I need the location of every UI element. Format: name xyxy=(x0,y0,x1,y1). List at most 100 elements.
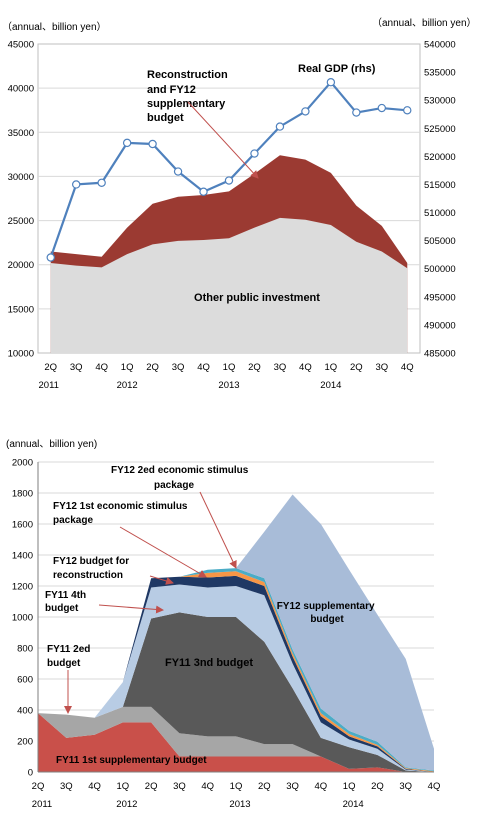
gdp-point xyxy=(97,178,106,187)
x-tick: 1Q xyxy=(325,362,338,373)
label-reconstruction: Reconstruction and FY12 supplementary bu… xyxy=(147,69,231,124)
x-tick: 3Q xyxy=(173,781,186,792)
y-tick-right: 525000 xyxy=(424,124,456,135)
x-tick: 3Q xyxy=(375,362,388,373)
arrow-fy12-reconstruction xyxy=(149,575,174,585)
label-fy11-2ed: FY11 2ed budget xyxy=(47,644,93,669)
gdp-point xyxy=(301,107,310,116)
x-tick: 3Q xyxy=(399,781,412,792)
y-tick: 400 xyxy=(17,706,33,717)
y-tick: 1400 xyxy=(12,551,33,562)
x-tick: 2Q xyxy=(350,362,363,373)
x-tick: 2Q xyxy=(145,781,158,792)
area-other-public-investment xyxy=(50,217,408,353)
arrow-fy12-2ed xyxy=(199,491,237,569)
label-fy12-1st-stimulus: FY12 1st economic stimulus package xyxy=(53,501,190,526)
y-tick-left: 10000 xyxy=(8,349,34,360)
y-tick-right: 530000 xyxy=(424,96,456,107)
y-tick: 800 xyxy=(17,644,33,655)
x-tick: 4Q xyxy=(315,781,328,792)
y-tick-right: 510000 xyxy=(424,208,456,219)
chart-top: （annual、billion yen） （annual、billion yen… xyxy=(2,17,477,391)
x-tick: 2Q xyxy=(44,362,57,373)
x-tick: 4Q xyxy=(88,781,101,792)
x-tick: 3Q xyxy=(274,362,287,373)
y-tick-right: 485000 xyxy=(424,349,456,360)
y-tick-left: 35000 xyxy=(8,128,34,139)
label-other-public-investment: Other public investment xyxy=(194,292,320,304)
y-tick: 1600 xyxy=(12,520,33,531)
x-tick: 2Q xyxy=(248,362,261,373)
x-tick: 3Q xyxy=(172,362,185,373)
x-tick: 2Q xyxy=(146,362,159,373)
x-tick: 1Q xyxy=(343,781,356,792)
area-fy11-2ed-budget xyxy=(38,706,434,772)
x-year-label: 2013 xyxy=(229,799,250,810)
gdp-point xyxy=(352,108,361,117)
label-fy12-2ed-stimulus: FY12 2ed economic stimulus package xyxy=(111,465,251,491)
y-tick: 1800 xyxy=(12,489,33,500)
gdp-point xyxy=(224,176,234,185)
y-tick: 1200 xyxy=(12,582,33,593)
x-tick: 4Q xyxy=(428,781,441,792)
x-year-label: 2013 xyxy=(218,380,239,391)
gdp-point xyxy=(71,180,81,189)
reconstruction-arrow xyxy=(187,101,259,179)
y-tick: 2000 xyxy=(12,458,33,469)
label-fy11-1st: FY11 1st supplementary budget xyxy=(56,755,207,766)
label-fy12-supplementary: FY12 supplementary budget xyxy=(277,601,378,625)
chart2-units: (annual、billion yen) xyxy=(6,439,97,450)
x-tick: 1Q xyxy=(223,362,236,373)
x-tick: 2Q xyxy=(32,781,45,792)
x-tick: 4Q xyxy=(95,362,108,373)
y-tick: 0 xyxy=(28,768,33,779)
y-tick-right: 520000 xyxy=(424,152,456,163)
x-tick: 3Q xyxy=(60,781,73,792)
x-tick: 1Q xyxy=(121,362,134,373)
y-tick-right: 500000 xyxy=(424,264,456,275)
y-tick-left: 45000 xyxy=(8,40,34,51)
gdp-point xyxy=(377,103,386,113)
x-tick: 4Q xyxy=(201,781,214,792)
x-tick: 4Q xyxy=(197,362,210,373)
chart1-units-right: （annual、billion yen） xyxy=(372,17,477,29)
y-tick-right: 535000 xyxy=(424,68,456,79)
gdp-point xyxy=(326,78,336,87)
gdp-point xyxy=(122,138,132,148)
y-tick: 1000 xyxy=(12,613,33,624)
gdp-point xyxy=(275,122,285,131)
gdp-point xyxy=(199,187,208,196)
x-year-label: 2011 xyxy=(39,380,59,391)
y-tick-right: 540000 xyxy=(424,40,456,51)
gdp-point xyxy=(250,149,259,158)
y-tick-left: 25000 xyxy=(8,216,34,227)
gdp-point xyxy=(46,253,55,262)
area-fy11-1st-supplementary-budget xyxy=(38,713,434,772)
y-tick-right: 490000 xyxy=(424,320,456,331)
x-tick: 4Q xyxy=(299,362,312,373)
x-year-label: 2011 xyxy=(32,799,52,810)
x-tick: 1Q xyxy=(230,781,243,792)
y-tick: 600 xyxy=(17,675,33,686)
x-tick: 1Q xyxy=(117,781,130,792)
y-tick-left: 30000 xyxy=(8,172,34,183)
y-tick-right: 515000 xyxy=(424,180,456,191)
chart1-units-left: （annual、billion yen） xyxy=(2,21,107,33)
area-fy12-2ed-economic-stimulus-package xyxy=(38,568,434,772)
label-fy11-4th: FY11 4th budget xyxy=(45,590,89,614)
x-year-label: 2012 xyxy=(116,799,137,810)
arrow-fy11-4th xyxy=(98,604,164,614)
y-tick-right: 495000 xyxy=(424,292,456,303)
label-fy11-3nd: FY11 3nd budget xyxy=(165,657,253,669)
x-tick: 3Q xyxy=(286,781,299,792)
x-tick: 4Q xyxy=(401,362,414,373)
y-tick-left: 40000 xyxy=(8,84,34,95)
gdp-point xyxy=(403,106,412,115)
gdp-point xyxy=(148,139,157,149)
y-tick-left: 15000 xyxy=(8,304,34,315)
x-tick: 2Q xyxy=(371,781,384,792)
x-tick: 3Q xyxy=(70,362,83,373)
x-year-label: 2012 xyxy=(117,380,138,391)
y-tick-right: 505000 xyxy=(424,236,456,247)
